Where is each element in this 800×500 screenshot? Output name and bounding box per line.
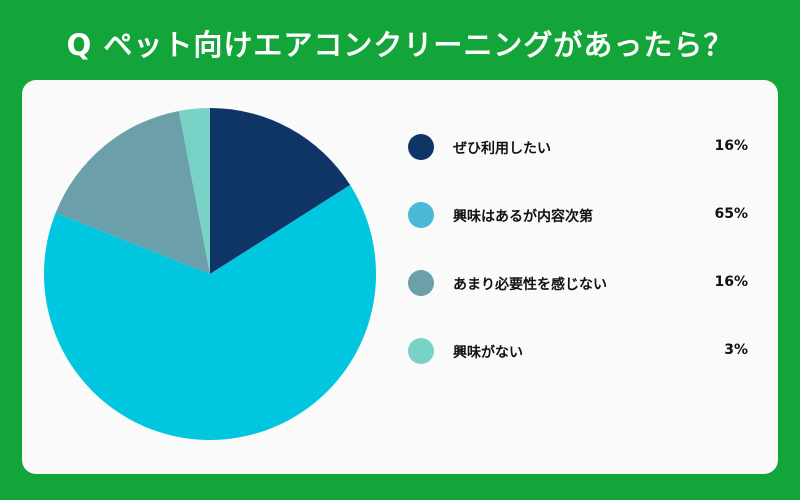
legend-label: ぜひ利用したい [453, 141, 551, 157]
legend: ぜひ利用したい 16% 興味はあるが内容次第 65% あまり必要性を感じない 1… [408, 134, 748, 406]
chart-card: ぜひ利用したい 16% 興味はあるが内容次第 65% あまり必要性を感じない 1… [22, 80, 778, 474]
pie-slices [44, 108, 377, 440]
legend-label: 興味がない [453, 345, 523, 361]
pie-slice [210, 108, 351, 274]
legend-swatch [408, 270, 434, 296]
legend-item: ぜひ利用したい 16% [408, 134, 748, 160]
legend-swatch [408, 202, 434, 228]
pie-slice [55, 110, 210, 275]
legend-item: 興味はあるが内容次第 65% [408, 202, 748, 228]
chart-title: Q ペット向けエアコンクリーニングがあったら？ [66, 28, 734, 62]
legend-label: あまり必要性を感じない [453, 277, 607, 293]
pie-chart [44, 108, 377, 440]
pie-slice [178, 108, 210, 274]
legend-value: 65% [714, 206, 748, 222]
legend-item: 興味がない 3% [408, 338, 748, 364]
pie-slice [44, 185, 377, 440]
legend-label: 興味はあるが内容次第 [453, 209, 593, 225]
legend-swatch [408, 134, 434, 160]
legend-value: 3% [724, 342, 748, 358]
legend-item: あまり必要性を感じない 16% [408, 270, 748, 296]
legend-swatch [408, 338, 434, 364]
legend-value: 16% [714, 274, 748, 290]
legend-value: 16% [714, 138, 748, 154]
